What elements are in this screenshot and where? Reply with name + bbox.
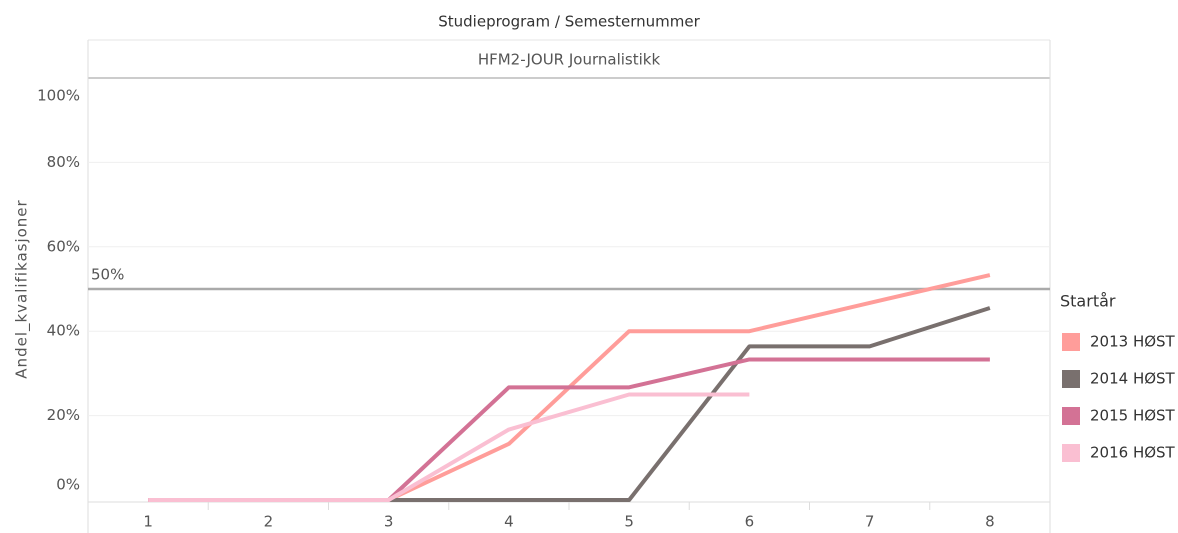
legend-swatch [1062, 444, 1080, 462]
y-tick-label: 80% [47, 153, 80, 171]
legend-swatch [1062, 333, 1080, 351]
x-tick-label: 1 [143, 513, 153, 531]
legend-label: 2014 HØST [1090, 370, 1176, 388]
legend-label: 2016 HØST [1090, 444, 1176, 462]
x-tick-label: 4 [504, 513, 514, 531]
x-tick-label: 8 [985, 513, 995, 531]
x-tick-label: 7 [865, 513, 875, 531]
legend-label: 2015 HØST [1090, 407, 1176, 425]
chart-title: Studieprogram / Semesternummer [438, 13, 700, 31]
y-tick-label: 0% [56, 476, 80, 494]
y-tick-label: 40% [47, 322, 80, 340]
x-tick-label: 6 [745, 513, 755, 531]
series-line [148, 357, 990, 502]
x-tick-label: 5 [624, 513, 634, 531]
panel-title: HFM2-JOUR Journalistikk [478, 51, 661, 69]
y-tick-label: 100% [37, 87, 80, 105]
series-line [148, 306, 991, 502]
y-tick-label: 20% [47, 406, 80, 424]
legend-swatch [1062, 407, 1080, 425]
series-line [148, 392, 750, 502]
x-tick-label: 3 [384, 513, 394, 531]
x-tick-label: 2 [264, 513, 274, 531]
reference-label: 50% [91, 266, 124, 284]
y-axis-title: Andel_kvalifikasjoner [13, 199, 32, 378]
legend-title: Startår [1060, 292, 1116, 311]
legend-label: 2013 HØST [1090, 333, 1176, 351]
y-tick-label: 60% [47, 237, 80, 255]
legend-swatch [1062, 370, 1080, 388]
